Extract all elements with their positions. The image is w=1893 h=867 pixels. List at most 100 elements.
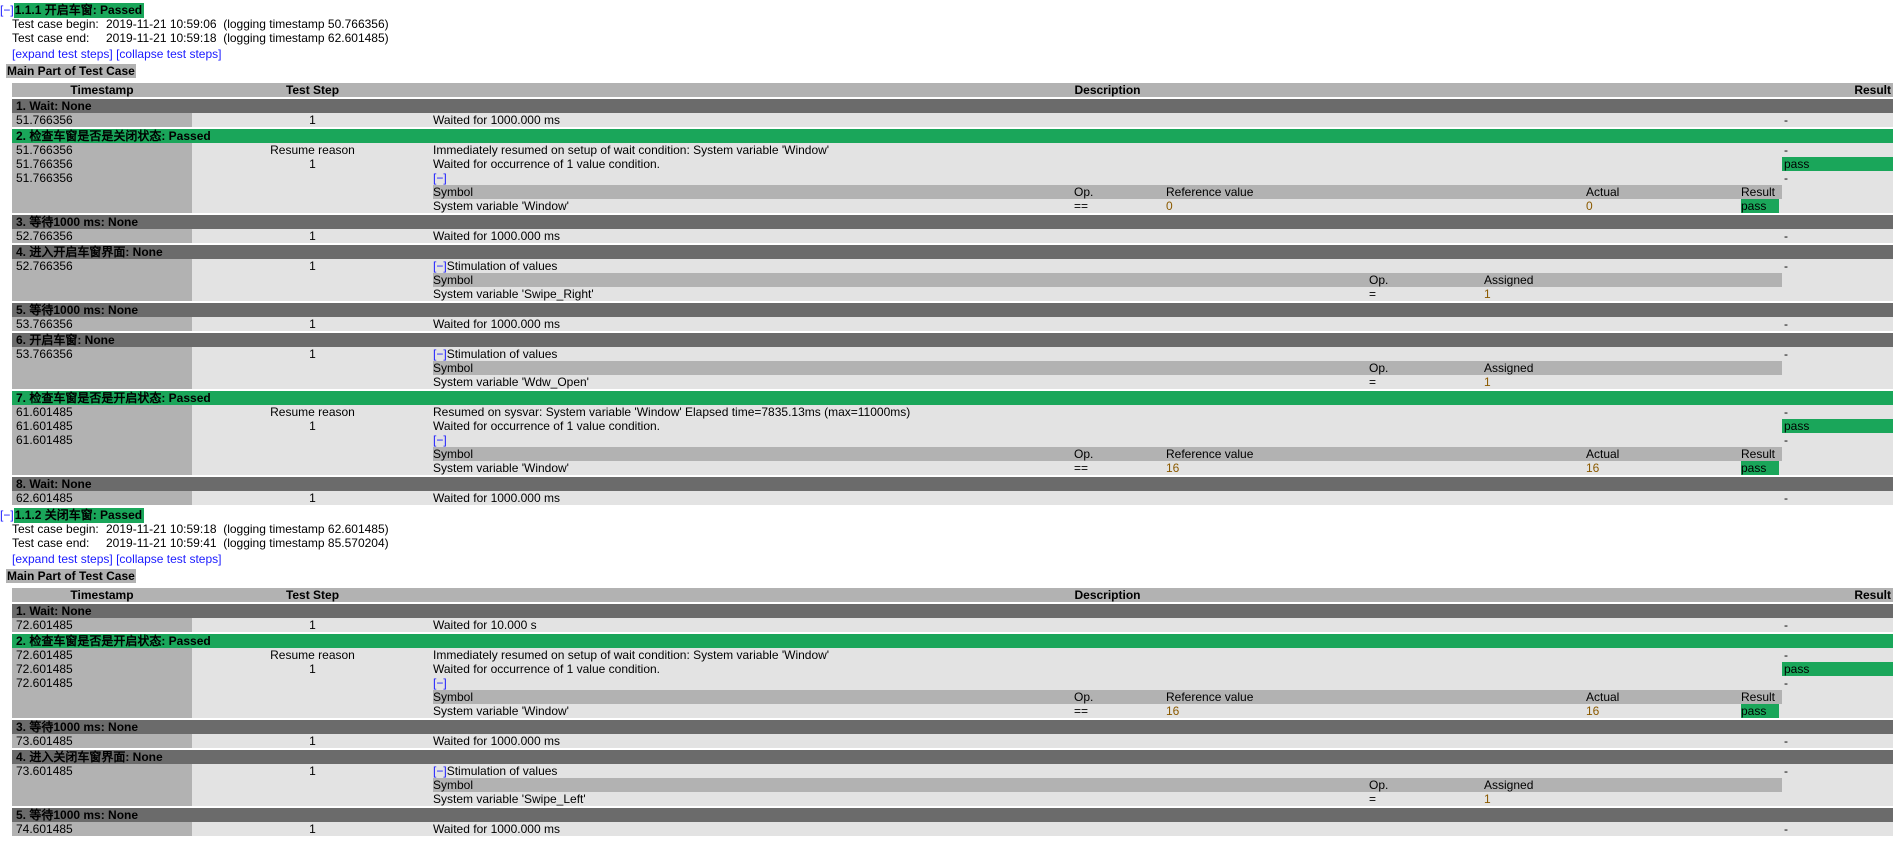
expand-toggle[interactable]: [−] (433, 433, 447, 447)
inner-column-header: Symbol (433, 273, 474, 287)
expand-steps-link[interactable]: [expand test steps] (12, 552, 113, 566)
description: Symbol Op. Reference value Actual Result (433, 447, 1782, 461)
step-row: 52.766356 1 Waited for 1000.000 ms - (12, 229, 1893, 243)
description: Immediately resumed on setup of wait con… (433, 648, 1782, 662)
step-number: 1 (309, 419, 316, 433)
inner-cell: System variable 'Window' (433, 199, 569, 213)
result: - (1784, 347, 1788, 361)
step-row: 73.601485 1 [−]Stimulation of values - (12, 764, 1893, 778)
step-links: [expand test steps] [collapse test steps… (0, 552, 1893, 566)
description: System variable 'Swipe_Left' = 1 (433, 792, 1782, 806)
test-case: [−]1.1.2 关闭车窗: Passed Test case begin: 201… (0, 508, 1893, 836)
inner-column-header: Symbol (433, 361, 474, 375)
result (1782, 690, 1893, 704)
begin-label: Test case begin: (12, 522, 99, 536)
end-value: 2019-11-21 10:59:18 (logging timestamp 6… (106, 31, 389, 45)
end-value: 2019-11-21 10:59:41 (logging timestamp 8… (106, 536, 389, 550)
timestamp: 52.766356 (12, 259, 192, 273)
step-row: 74.601485 1 Waited for 1000.000 ms - (12, 822, 1893, 836)
result: - (1784, 618, 1788, 632)
step-title[interactable]: 8. Wait: None (12, 477, 1893, 491)
test-step: 4. 进入开启车窗界面: None 52.766356 1 [−]Stimulatio… (12, 245, 1893, 301)
expand-toggle[interactable]: [−] (433, 347, 447, 361)
begin-label: Test case begin: (12, 17, 99, 31)
expand-toggle[interactable]: [−] (433, 676, 447, 690)
inner-column-header: Symbol (433, 185, 474, 199)
description-text: Waited for occurrence of 1 value conditi… (433, 662, 661, 676)
step-title[interactable]: 6. 开启车窗: None (12, 333, 1893, 347)
step-number (192, 199, 433, 213)
expand-toggle[interactable]: [−] (433, 171, 447, 185)
description-text: Waited for 1000.000 ms (433, 229, 560, 243)
timestamp: 51.766356 (12, 171, 192, 185)
inner-table-row-cells: System variable 'Window' == 16 16 pass (433, 461, 1782, 475)
expand-steps-link[interactable]: [expand test steps] (12, 47, 113, 61)
step-title[interactable]: 5. 等待1000 ms: None (12, 808, 1893, 822)
step-number (192, 273, 433, 287)
inner-cell: 16 (1166, 461, 1180, 475)
description: [−] (433, 676, 1782, 690)
description: Waited for occurrence of 1 value conditi… (433, 662, 1782, 676)
inner-cell: = (1369, 287, 1377, 301)
step-number: 1 (309, 317, 316, 331)
inner-cell: 0 (1166, 199, 1173, 213)
test-step: 7. 检查车窗是否是开启状态: Passed 61.601485 Resume re… (12, 391, 1893, 475)
timestamp (12, 185, 192, 199)
result: - (1784, 113, 1788, 127)
description: Symbol Op. Assigned (433, 273, 1782, 287)
collapse-toggle[interactable]: [−] (0, 508, 14, 522)
result (1782, 361, 1893, 375)
timestamp (12, 375, 192, 389)
result: - (1784, 143, 1788, 157)
description: [−]Stimulation of values (433, 347, 1782, 361)
collapse-steps-link[interactable]: [collapse test steps] (116, 552, 222, 566)
step-row: 72.601485 1 Waited for occurrence of 1 val… (12, 662, 1893, 676)
result: - (1784, 171, 1788, 185)
main-part-label: Main Part of Test Case (6, 64, 136, 78)
step-number (192, 185, 433, 199)
inner-table-row-cells: System variable 'Window' == 0 0 pass (433, 199, 1782, 213)
result: - (1784, 676, 1788, 690)
description: Waited for 1000.000 ms (433, 491, 1782, 505)
test-case-title: 1.1.1 开启车窗: Passed (13, 3, 145, 18)
timestamp: 72.601485 (12, 618, 192, 632)
step-number: 1 (309, 157, 316, 171)
inner-column-header: Symbol (433, 778, 474, 792)
inner-cell: 16 (1586, 704, 1600, 718)
step-number: 1 (309, 734, 316, 748)
step-title[interactable]: 1. Wait: None (12, 604, 1893, 618)
description: Waited for occurrence of 1 value conditi… (433, 157, 1782, 171)
result: pass (1782, 419, 1893, 433)
inner-table-header: Symbol Op. Reference value Actual Result (433, 185, 1782, 199)
step-title[interactable]: 2. 检查车窗是否是开启状态: Passed (12, 634, 1893, 648)
timestamp: 53.766356 (12, 317, 192, 331)
step-title[interactable]: 7. 检查车窗是否是开启状态: Passed (12, 391, 1893, 405)
step-title[interactable]: 3. 等待1000 ms: None (12, 720, 1893, 734)
inner-column-header: Reference value (1166, 447, 1254, 461)
step-number: Resume reason (270, 143, 355, 157)
step-title[interactable]: 3. 等待1000 ms: None (12, 215, 1893, 229)
step-title[interactable]: 5. 等待1000 ms: None (12, 303, 1893, 317)
step-number: 1 (309, 764, 316, 778)
step-row: 51.766356 1 Waited for 1000.000 ms - (12, 113, 1893, 127)
description: Waited for 1000.000 ms (433, 113, 1782, 127)
step-title[interactable]: 1. Wait: None (12, 99, 1893, 113)
expand-toggle[interactable]: [−] (433, 259, 447, 273)
step-title[interactable]: 2. 检查车窗是否是关闭状态: Passed (12, 129, 1893, 143)
collapse-steps-link[interactable]: [collapse test steps] (116, 47, 222, 61)
step-title[interactable]: 4. 进入关闭车窗界面: None (12, 750, 1893, 764)
timestamp: 72.601485 (12, 662, 192, 676)
description-text: Immediately resumed on setup of wait con… (433, 143, 830, 157)
expand-toggle[interactable]: [−] (433, 764, 447, 778)
inner-cell: == (1074, 199, 1089, 213)
description-text: Waited for occurrence of 1 value conditi… (433, 419, 661, 433)
begin-value: 2019-11-21 10:59:18 (logging timestamp 6… (106, 522, 389, 536)
inner-column-header: Reference value (1166, 185, 1254, 199)
step-title[interactable]: 4. 进入开启车窗界面: None (12, 245, 1893, 259)
collapse-toggle[interactable]: [−] (0, 3, 14, 17)
inner-table-row-cells: System variable 'Wdw_Open' = 1 (433, 375, 1782, 389)
inner-cell: System variable 'Swipe_Left' (433, 792, 586, 806)
result (1782, 375, 1893, 389)
column-header: Timestamp (70, 588, 134, 602)
description: System variable 'Window' == 0 0 pass (433, 199, 1782, 213)
